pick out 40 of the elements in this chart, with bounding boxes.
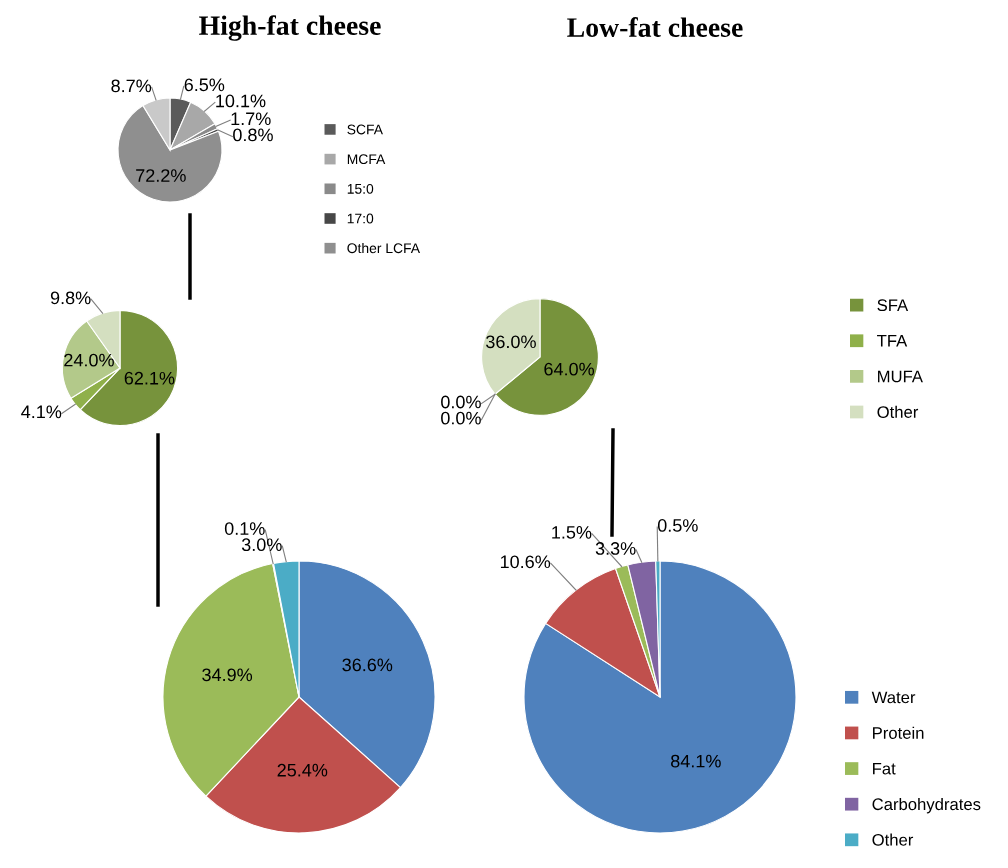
data-label: 0.8% xyxy=(233,128,273,142)
legend-label: Fat xyxy=(873,762,896,775)
data-label: 64.0% xyxy=(544,362,595,376)
data-label: 36.6% xyxy=(342,658,393,672)
legend-label: Other xyxy=(877,405,919,418)
data-label: 36.0% xyxy=(486,335,536,349)
legend-label: 17:0 xyxy=(347,213,374,224)
legend-label: Protein xyxy=(873,726,924,739)
data-label: 24.0% xyxy=(64,353,114,367)
legend-label: Water xyxy=(871,691,916,704)
legend-label: TFA xyxy=(877,335,908,347)
data-label: 62.1% xyxy=(124,371,175,385)
data-label: 8.7% xyxy=(111,79,152,93)
legend-label: Other xyxy=(872,833,914,846)
data-label: 3.0% xyxy=(241,538,282,552)
legend-label: SFA xyxy=(877,299,909,312)
data-label: 1.7% xyxy=(231,112,271,126)
legend-label: SCFA xyxy=(347,124,383,135)
text: 0.0% xyxy=(441,411,481,425)
data-label: 10.1% xyxy=(216,94,266,108)
data-label: 25.4% xyxy=(277,763,328,777)
data-label: 72.2% xyxy=(136,169,186,182)
data-label: 6.5% xyxy=(184,78,225,92)
text: Low-fat cheese xyxy=(567,17,743,37)
data-label: 1.5% xyxy=(552,526,592,539)
data-label: 84.1% xyxy=(671,754,721,768)
legend-label: Carbohydrates xyxy=(872,797,981,814)
legend-label: MCFA xyxy=(347,154,386,165)
data-label: 4.1% xyxy=(21,405,62,419)
legend-label: Other LCFA xyxy=(347,242,421,254)
legend-label: 15:0 xyxy=(347,183,374,194)
chart-title: High-fat cheese xyxy=(199,15,381,41)
legend-label: MUFA xyxy=(878,370,923,383)
data-label: 34.9% xyxy=(202,668,253,682)
data-label: 3.3% xyxy=(595,542,636,555)
data-label: 0.5% xyxy=(657,519,698,532)
data-label: 10.6% xyxy=(500,555,551,569)
data-label: 9.8% xyxy=(50,291,91,305)
data-label: 0.1% xyxy=(224,522,265,535)
text: 0.0% xyxy=(441,395,481,409)
